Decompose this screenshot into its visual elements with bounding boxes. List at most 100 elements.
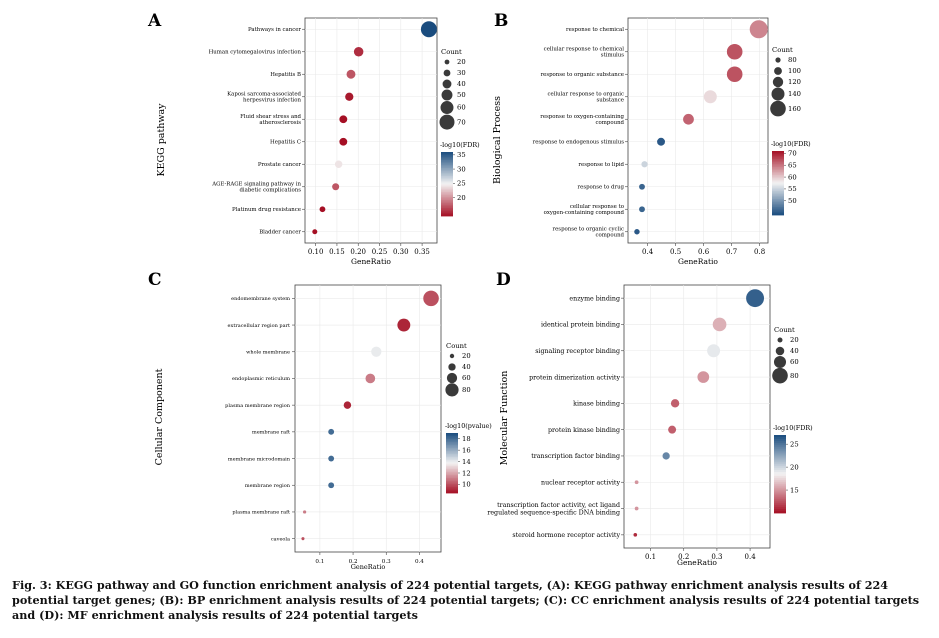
size-legend-dot [770, 100, 786, 117]
size-legend-label: 30 [457, 69, 466, 77]
data-point [328, 455, 335, 462]
size-legend-label: 60 [457, 104, 466, 112]
category-label: membrane region [245, 483, 291, 489]
data-point [639, 183, 645, 190]
color-legend-segment [441, 164, 453, 167]
data-point [746, 289, 765, 308]
color-legend-segment [441, 195, 453, 198]
x-tick-label: 0.1 [645, 553, 656, 561]
color-legend-label: 18 [462, 435, 471, 443]
x-tick-label: 0.4 [745, 553, 757, 561]
data-point [332, 183, 340, 191]
category-label: Platinum drug resistance [232, 207, 301, 213]
color-legend-segment [774, 468, 786, 471]
color-legend-segment [446, 466, 458, 468]
data-point [339, 137, 348, 146]
color-legend-segment [441, 169, 453, 172]
panel-letter-d: D [496, 270, 511, 290]
color-legend-segment [772, 181, 784, 184]
figure-canvas: A KEGG pathway GeneRatio Pathways in can… [147, 11, 813, 571]
color-legend-segment [774, 452, 786, 455]
size-legend-dot [777, 337, 783, 343]
color-legend-segment [441, 200, 453, 202]
color-legend-label: 50 [788, 197, 797, 205]
color-legend-segment [446, 442, 458, 444]
size-legend-label: 140 [788, 90, 801, 98]
color-legend-segment [446, 449, 458, 452]
color-legend-segment [446, 433, 458, 435]
size-legend-dot [440, 101, 454, 114]
color-legend-segment [772, 194, 784, 197]
panel-b-xlabel: GeneRatio [678, 257, 718, 266]
data-point [301, 537, 305, 541]
category-label: Human cytomegalovirus infection [209, 50, 302, 56]
data-point [420, 21, 437, 38]
color-legend-label: 25 [457, 180, 466, 188]
data-point [726, 66, 743, 83]
color-legend-segment [446, 455, 458, 458]
color-legend-segment [772, 151, 784, 153]
category-label: Kaposi sarcoma-associated herpesvirus inf… [227, 92, 301, 104]
color-legend-segment [772, 184, 784, 187]
data-point [371, 346, 382, 357]
x-tick-label: 0.20 [350, 248, 366, 256]
color-legend-segment [772, 170, 784, 173]
color-legend-segment [441, 179, 453, 182]
size-legend-label: 120 [788, 78, 801, 86]
color-legend-segment [441, 158, 453, 161]
color-legend-segment [446, 448, 458, 450]
color-legend-segment [441, 171, 453, 174]
color-legend-segment [772, 208, 784, 211]
color-legend-segment [774, 487, 786, 490]
panel-d-xlabel: GeneRatio [677, 558, 717, 567]
color-legend-segment [446, 473, 458, 476]
color-legend-segment [441, 209, 453, 212]
color-legend-segment [446, 472, 458, 474]
x-tick-label: 0.3 [382, 559, 391, 565]
size-legend-label: 40 [457, 80, 466, 88]
color-legend-label: 65 [788, 162, 797, 170]
category-label: transcription factor activity, ect ligan… [487, 502, 620, 516]
data-point [749, 20, 768, 39]
color-legend-segment [446, 478, 458, 480]
category-label: cellular response to organic substance [547, 92, 624, 104]
color-legend-segment [772, 213, 784, 216]
color-legend-segment [441, 172, 453, 175]
color-legend-segment [772, 162, 784, 165]
color-legend-segment [441, 211, 453, 214]
category-label: response to organic substance [541, 72, 624, 78]
data-point [319, 206, 326, 213]
color-legend-segment [441, 188, 453, 191]
color-legend-segment [446, 487, 458, 489]
size-legend-label: 80 [788, 56, 797, 64]
size-legend-label: 160 [788, 105, 801, 113]
color-legend-segment [446, 490, 458, 492]
color-legend-segment [441, 185, 453, 188]
data-point [703, 90, 717, 104]
data-point [697, 371, 710, 383]
category-label: response to drug [578, 185, 625, 191]
data-point [634, 229, 640, 235]
color-legend-segment [772, 168, 784, 171]
size-legend-dot [439, 114, 455, 130]
data-point [328, 482, 335, 489]
color-legend-segment [446, 436, 458, 438]
x-tick-label: 0.1 [315, 559, 324, 565]
category-label: caveola [271, 536, 290, 542]
color-legend-segment [441, 208, 453, 210]
color-legend-segment [772, 178, 784, 181]
color-legend-segment [446, 479, 458, 482]
color-legend-segment [446, 446, 458, 449]
size-legend-dot [443, 69, 451, 77]
panel-a-xlabel: GeneRatio [351, 257, 391, 266]
panel-d-frame [623, 284, 771, 549]
category-label: Prostate cancer [258, 162, 302, 168]
color-legend-segment [446, 457, 458, 459]
color-legend-segment [441, 201, 453, 204]
panel-d: D Molecular Function GeneRatio enzyme bi… [487, 270, 812, 567]
color-legend-segment [441, 177, 453, 180]
panel-a-frame [304, 17, 438, 244]
color-legend-segment [446, 475, 458, 477]
panel-b-frame [627, 17, 769, 244]
data-point [328, 428, 335, 435]
